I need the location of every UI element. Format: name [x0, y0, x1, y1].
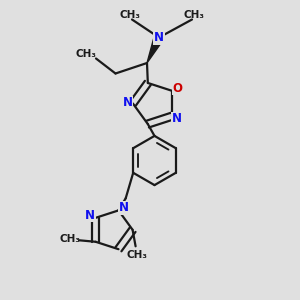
- Text: CH₃: CH₃: [183, 10, 204, 20]
- Text: N: N: [119, 202, 129, 214]
- Text: N: N: [154, 31, 164, 44]
- Text: CH₃: CH₃: [75, 49, 96, 59]
- Text: O: O: [172, 82, 182, 95]
- Text: CH₃: CH₃: [60, 234, 81, 244]
- Polygon shape: [147, 35, 164, 63]
- Text: N: N: [122, 96, 133, 109]
- Text: N: N: [85, 209, 95, 222]
- Text: N: N: [172, 112, 182, 125]
- Text: CH₃: CH₃: [120, 10, 141, 20]
- Text: CH₃: CH₃: [127, 250, 148, 260]
